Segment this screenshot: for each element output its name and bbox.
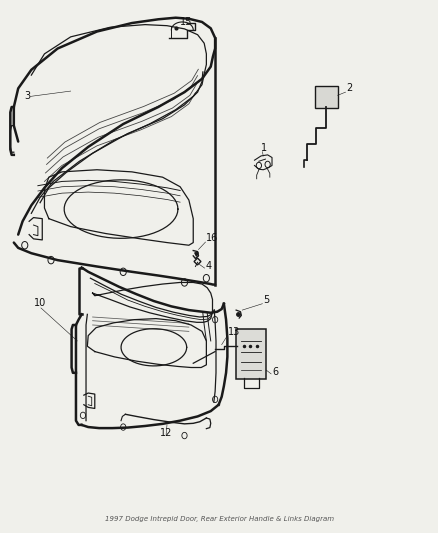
- Text: 10: 10: [33, 298, 46, 309]
- Text: 5: 5: [263, 295, 269, 305]
- FancyBboxPatch shape: [314, 86, 337, 108]
- Text: 4: 4: [205, 261, 211, 271]
- Text: 1997 Dodge Intrepid Door, Rear Exterior Handle & Links Diagram: 1997 Dodge Intrepid Door, Rear Exterior …: [105, 516, 333, 522]
- Text: 2: 2: [346, 83, 352, 93]
- Text: 15: 15: [180, 17, 192, 27]
- Text: 3: 3: [25, 91, 31, 101]
- Text: 12: 12: [160, 427, 173, 438]
- Text: 6: 6: [272, 367, 278, 377]
- Text: 13: 13: [228, 327, 240, 336]
- Text: 1: 1: [261, 143, 267, 152]
- Text: 16: 16: [206, 233, 218, 243]
- FancyBboxPatch shape: [236, 329, 266, 379]
